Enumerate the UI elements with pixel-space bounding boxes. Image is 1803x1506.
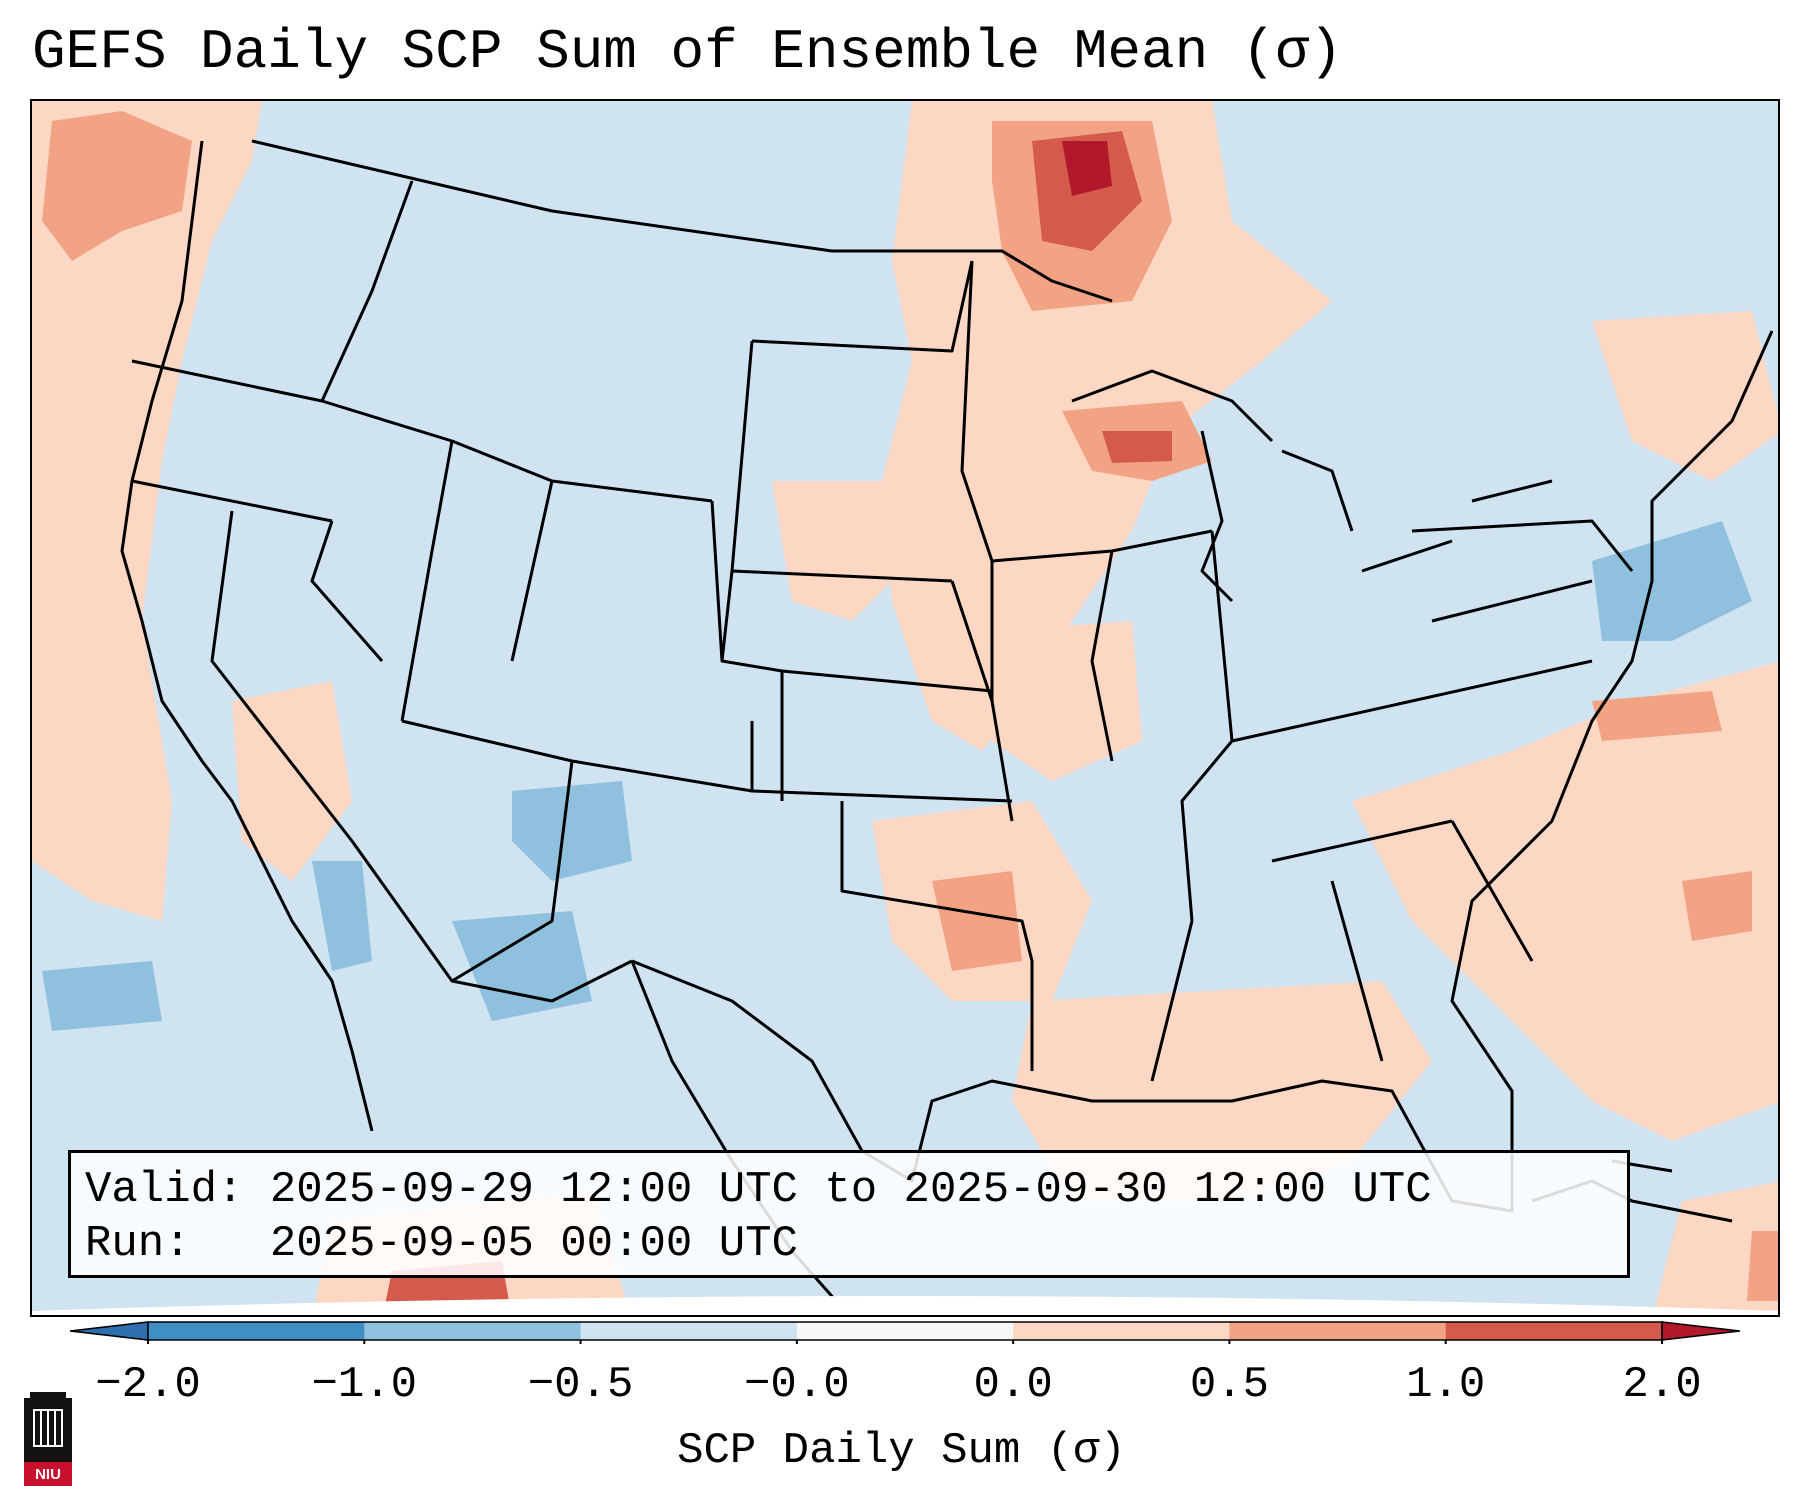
coastline-west — [120, 140, 374, 1132]
anomaly-moderate-texas — [932, 871, 1022, 971]
anomaly-strong-wisconsin — [1102, 431, 1172, 463]
great-lakes-outline — [1071, 369, 1553, 603]
colorbar-tick-label: −0.5 — [527, 1360, 634, 1410]
colorbar-outline — [147, 1321, 1663, 1341]
anomaly-positive-southeast — [1352, 662, 1778, 1141]
anomaly-positive-plains — [772, 481, 912, 621]
colorbar-tick-label: −1.0 — [311, 1360, 418, 1410]
colorbar-bin — [580, 1322, 798, 1340]
anomaly-shading — [32, 101, 1778, 1315]
colorbar — [70, 1321, 1740, 1344]
anomaly-positive-missouri — [992, 621, 1142, 781]
niu-logo-text: NIU — [35, 1466, 61, 1483]
projection-edge — [32, 1296, 1778, 1315]
colorbar-label: SCP Daily Sum (σ) — [677, 1426, 1126, 1476]
anomaly-moderate-carolinas — [1592, 691, 1722, 741]
anomaly-negative-baja — [312, 861, 372, 971]
anomaly-positive-sw — [232, 681, 352, 881]
anomaly-negative-pacific-sw — [42, 961, 162, 1031]
colorbar-tick-label: 1.0 — [1406, 1360, 1486, 1410]
colorbar-tick-label: 0.5 — [1189, 1360, 1270, 1410]
anomaly-max-ontario — [1062, 141, 1112, 196]
colorbar-extend-under — [70, 1321, 149, 1341]
valid-run-info-box: Valid: 2025-09-29 12:00 UTC to 2025-09-3… — [68, 1150, 1630, 1278]
state-borders-west — [131, 180, 784, 983]
political-boundaries — [120, 139, 1774, 1315]
anomaly-negative-mexico — [452, 911, 592, 1021]
colorbar-bin — [1229, 1322, 1447, 1340]
run-time-text: Run: 2025-09-05 00:00 UTC — [85, 1219, 798, 1269]
colorbar-tick-labels: −2.0 −1.0 −0.5 −0.0 0.0 0.5 1.0 2.0 — [0, 1360, 1803, 1420]
state-borders-east — [991, 519, 1634, 1082]
chart-title: GEFS Daily SCP Sum of Ensemble Mean (σ) — [32, 20, 1343, 84]
colorbar-tick-label: 0.0 — [973, 1360, 1053, 1410]
colorbar-bin — [1013, 1322, 1230, 1340]
anomaly-moderate-pacific-nw — [42, 111, 192, 261]
colorbar-tick-label: −0.0 — [744, 1360, 850, 1410]
map-canvas — [32, 101, 1778, 1315]
map-panel — [30, 99, 1780, 1317]
colorbar-tick-label: −2.0 — [95, 1360, 201, 1410]
colorbar-bin — [1445, 1322, 1663, 1340]
colorbar-tick-label: 2.0 — [1622, 1360, 1702, 1410]
colorbar-bin — [796, 1322, 1014, 1340]
niu-logo-icon — [24, 1392, 72, 1486]
colorbar-extend-over — [1661, 1321, 1740, 1341]
anomaly-positive-caribbean — [1653, 1181, 1778, 1315]
anomaly-positive-pacific-nw — [32, 101, 262, 921]
anomaly-positive-maine — [1592, 311, 1778, 481]
anomaly-positive-gulf — [1012, 981, 1432, 1201]
colorbar-bin — [364, 1322, 582, 1340]
anomaly-moderate-atlantic — [1682, 871, 1752, 941]
canada-border — [251, 139, 1113, 303]
anomaly-negative-arizona — [512, 781, 632, 881]
anomaly-moderate-bahamas — [1747, 1231, 1778, 1301]
colorbar-bin — [148, 1322, 365, 1340]
anomaly-negative-atlantic — [1592, 521, 1752, 641]
valid-time-text: Valid: 2025-09-29 12:00 UTC to 2025-09-3… — [85, 1165, 1432, 1215]
